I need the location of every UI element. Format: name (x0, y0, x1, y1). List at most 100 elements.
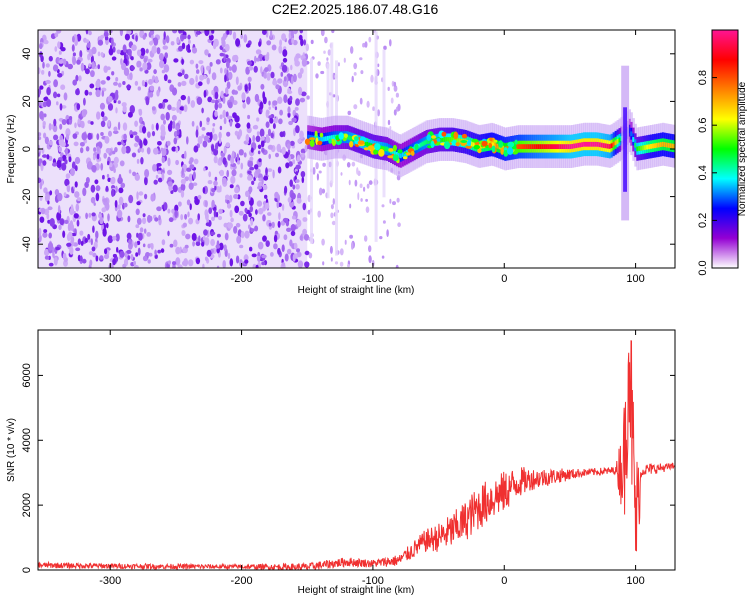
y-tick-label: 0 (21, 146, 33, 152)
noise-blob (203, 74, 207, 80)
noise-blob (165, 111, 170, 121)
noise-blob (196, 69, 200, 74)
noise-blob (113, 81, 118, 86)
ridge-core (557, 144, 561, 149)
ridge-core (516, 144, 519, 150)
noise-blob (49, 190, 53, 196)
noise-blob (267, 212, 272, 216)
noise-blob (63, 192, 67, 197)
noise-blob (214, 110, 218, 118)
noise-blob (107, 103, 114, 111)
ridge-core (506, 146, 509, 152)
ridge-core (561, 144, 564, 149)
noise-streak (326, 57, 329, 61)
noise-blob (63, 92, 68, 101)
noise-blob (214, 91, 219, 100)
noise-blob (283, 76, 287, 82)
ridge-core (571, 144, 574, 149)
noise-streak (365, 206, 370, 213)
noise-blob (159, 60, 165, 69)
noise-blob (181, 34, 187, 40)
noise-blob (112, 258, 116, 266)
noise-blob (163, 202, 168, 211)
noise-blob (54, 32, 59, 38)
ridge-blob (514, 139, 518, 145)
noise-blob (181, 230, 186, 236)
noise-blob (123, 51, 127, 60)
noise-blob (245, 43, 251, 48)
ridge-core (642, 145, 645, 151)
noise-blob (39, 196, 43, 201)
noise-blob (235, 38, 241, 47)
noise-streak (377, 109, 380, 117)
ridge-core (610, 143, 614, 149)
noise-blob (214, 185, 217, 191)
snr-y-ticks: 0 2000 4000 6000 (21, 363, 675, 573)
noise-blob (79, 255, 83, 262)
noise-blob (295, 184, 300, 190)
noise-blob (180, 190, 185, 198)
noise-blob (71, 161, 76, 170)
noise-blob (287, 106, 291, 114)
noise-blob (53, 257, 58, 266)
noise-blob (281, 33, 287, 41)
ridge-blob (328, 138, 332, 144)
noise-blob (229, 119, 233, 127)
noise-blob (250, 228, 255, 233)
noise-blob (134, 241, 138, 248)
noise-blob (96, 145, 100, 152)
noise-blob (106, 76, 111, 81)
noise-blob (270, 132, 274, 139)
noise-streak (397, 103, 401, 112)
ridge-core (443, 137, 446, 142)
noise-blob (192, 182, 198, 186)
ridge-blob (332, 139, 336, 146)
noise-blob (296, 219, 302, 228)
noise-blob (131, 44, 137, 51)
noise-blob (272, 100, 278, 106)
noise-streak (395, 92, 399, 98)
ridge-blob (314, 130, 318, 137)
noise-streak (337, 62, 340, 67)
noise-blob (219, 114, 223, 120)
noise-blob (74, 122, 77, 129)
ridge-blob (309, 137, 316, 141)
noise-streak (340, 172, 343, 176)
noise-blob (143, 138, 148, 146)
noise-blob (210, 238, 216, 247)
noise-blob (198, 81, 203, 86)
noise-blob (299, 130, 304, 140)
noise-blob (90, 184, 96, 193)
noise-blob (42, 154, 48, 158)
noise-streak (377, 63, 380, 68)
ridge-blob (503, 150, 509, 157)
ridge-blob (319, 132, 324, 138)
noise-blob (136, 49, 142, 57)
noise-blob (260, 83, 265, 90)
noise-blob (247, 114, 251, 120)
ridge-blob (374, 143, 381, 151)
noise-blob (203, 135, 210, 142)
noise-blob (224, 68, 227, 75)
noise-blob (269, 30, 273, 38)
noise-blob (144, 69, 149, 74)
ridge-blob (455, 142, 460, 147)
noise-blob (52, 252, 55, 258)
ridge-core (429, 138, 432, 144)
noise-blob (89, 259, 93, 267)
noise-blob (144, 193, 148, 200)
noise-blob (226, 169, 229, 178)
ridge-core (421, 141, 425, 147)
noise-blob (287, 112, 291, 118)
noise-blob (275, 152, 279, 158)
noise-streak (349, 203, 352, 209)
noise-blob (287, 197, 292, 203)
noise-streak (346, 162, 351, 168)
noise-blob (176, 100, 181, 108)
noise-blob (227, 154, 232, 161)
noise-blob (111, 188, 115, 197)
noise-blob (284, 253, 289, 262)
noise-blob (206, 249, 212, 257)
noise-blob (265, 167, 268, 176)
